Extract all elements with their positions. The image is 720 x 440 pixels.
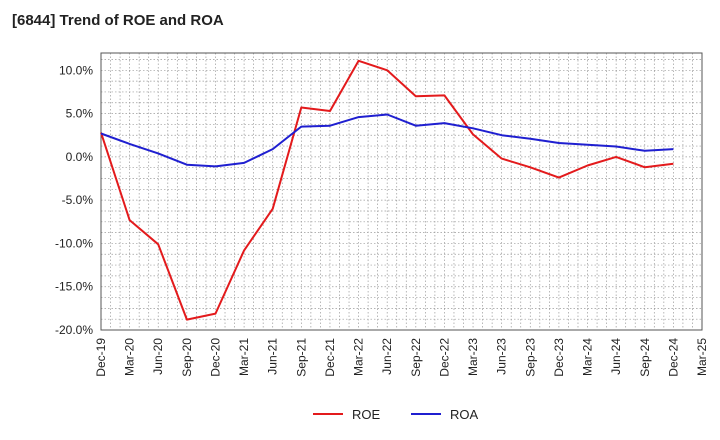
x-tick-label: Dec-19 bbox=[94, 338, 108, 377]
series-line-roe bbox=[100, 59, 674, 321]
y-tick-label: 10.0% bbox=[59, 63, 93, 77]
legend-label-roa: ROA bbox=[450, 407, 479, 422]
x-tick-label: Dec-23 bbox=[552, 338, 566, 377]
x-tick-label: Jun-22 bbox=[380, 338, 394, 375]
x-tick-label: Mar-23 bbox=[466, 338, 480, 376]
x-tick-label: Mar-20 bbox=[123, 338, 137, 376]
x-tick-label: Sep-22 bbox=[409, 338, 423, 377]
x-tick-label: Mar-22 bbox=[352, 338, 366, 376]
x-tick-label: Jun-21 bbox=[266, 338, 280, 375]
x-tick-label: Dec-21 bbox=[323, 338, 337, 377]
series-line-roa bbox=[100, 113, 674, 168]
x-tick-label: Jun-24 bbox=[609, 338, 623, 375]
x-tick-label: Dec-22 bbox=[437, 338, 451, 377]
y-tick-label: 0.0% bbox=[66, 150, 94, 164]
y-tick-label: -10.0% bbox=[55, 236, 93, 250]
x-tick-label: Jun-23 bbox=[495, 338, 509, 375]
y-tick-label: -5.0% bbox=[62, 193, 94, 207]
x-tick-label: Mar-21 bbox=[237, 338, 251, 376]
y-tick-label: -15.0% bbox=[55, 280, 93, 294]
chart-title: [6844] Trend of ROE and ROA bbox=[12, 12, 224, 29]
x-tick-label: Sep-21 bbox=[294, 338, 308, 377]
x-tick-label: Sep-23 bbox=[523, 338, 537, 377]
x-tick-label: Sep-24 bbox=[638, 338, 652, 377]
x-tick-label: Jun-20 bbox=[151, 338, 165, 375]
legend-label-roe: ROE bbox=[352, 407, 381, 422]
x-tick-label: Dec-24 bbox=[666, 338, 680, 377]
x-tick-label: Mar-25 bbox=[695, 338, 709, 376]
x-tick-label: Mar-24 bbox=[581, 338, 595, 376]
y-tick-label: 5.0% bbox=[66, 107, 94, 121]
x-tick-label: Sep-20 bbox=[180, 338, 194, 377]
x-tick-label: Dec-20 bbox=[208, 338, 222, 377]
y-tick-label: -20.0% bbox=[55, 323, 93, 337]
plot-area-frame bbox=[100, 52, 703, 331]
